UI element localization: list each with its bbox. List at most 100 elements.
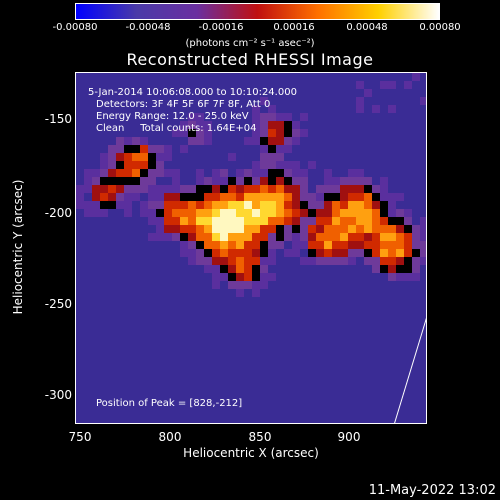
image-pixel	[380, 169, 388, 177]
image-pixel	[260, 81, 268, 89]
image-pixel	[276, 169, 284, 177]
image-pixel	[420, 273, 426, 281]
image-pixel	[108, 217, 116, 225]
image-pixel	[348, 377, 356, 385]
image-pixel	[316, 337, 324, 345]
image-pixel	[148, 217, 156, 225]
image-pixel	[252, 273, 260, 281]
x-tick: 750	[68, 430, 92, 444]
image-pixel	[180, 177, 188, 185]
image-pixel	[420, 129, 426, 137]
image-pixel	[412, 361, 420, 369]
image-pixel	[396, 353, 404, 361]
image-pixel	[300, 369, 308, 377]
image-pixel	[124, 177, 132, 185]
image-pixel	[388, 241, 396, 249]
image-pixel	[300, 313, 308, 321]
image-pixel	[236, 297, 244, 305]
image-pixel	[348, 129, 356, 137]
image-pixel	[412, 393, 420, 401]
image-pixel	[124, 217, 132, 225]
image-pixel	[108, 193, 116, 201]
image-pixel	[364, 337, 372, 345]
image-pixel	[116, 345, 124, 353]
image-pixel	[276, 329, 284, 337]
image-pixel	[180, 233, 188, 241]
image-pixel	[220, 97, 228, 105]
image-pixel	[140, 177, 148, 185]
image-pixel	[172, 417, 180, 423]
image-pixel	[372, 89, 380, 97]
image-pixel	[284, 209, 292, 217]
colorbar-tick: 0.00080	[419, 22, 461, 33]
image-pixel	[372, 321, 380, 329]
image-pixel	[228, 345, 236, 353]
image-pixel	[84, 353, 92, 361]
image-pixel	[220, 201, 228, 209]
image-pixel	[116, 321, 124, 329]
image-pixel	[164, 273, 172, 281]
image-pixel	[276, 73, 284, 81]
image-pixel	[284, 401, 292, 409]
image-pixel	[308, 129, 316, 137]
image-pixel	[124, 161, 132, 169]
image-pixel	[180, 81, 188, 89]
image-pixel	[100, 369, 108, 377]
image-pixel	[348, 217, 356, 225]
image-pixel	[172, 81, 180, 89]
image-pixel	[156, 209, 164, 217]
image-pixel	[276, 289, 284, 297]
image-pixel	[268, 97, 276, 105]
image-pixel	[236, 305, 244, 313]
image-pixel	[252, 401, 260, 409]
image-pixel	[332, 353, 340, 361]
image-pixel	[188, 185, 196, 193]
image-pixel	[172, 393, 180, 401]
image-pixel	[404, 81, 412, 89]
image-pixel	[132, 121, 140, 129]
image-pixel	[180, 161, 188, 169]
image-pixel	[372, 225, 380, 233]
image-pixel	[292, 393, 300, 401]
image-pixel	[140, 161, 148, 169]
image-pixel	[164, 361, 172, 369]
image-pixel	[172, 225, 180, 233]
image-pixel	[204, 113, 212, 121]
image-pixel	[404, 337, 412, 345]
time-range: 5-Jan-2014 10:06:08.000 to 10:10:24.000	[88, 87, 297, 98]
image-pixel	[228, 361, 236, 369]
image-pixel	[356, 177, 364, 185]
image-pixel	[204, 281, 212, 289]
image-pixel	[284, 313, 292, 321]
image-pixel	[332, 257, 340, 265]
image-pixel	[260, 417, 268, 423]
image-pixel	[100, 257, 108, 265]
image-pixel	[84, 113, 92, 121]
image-pixel	[140, 217, 148, 225]
image-pixel	[252, 249, 260, 257]
image-pixel	[356, 385, 364, 393]
image-pixel	[180, 289, 188, 297]
image-pixel	[244, 265, 252, 273]
image-pixel	[276, 417, 284, 423]
image-pixel	[324, 345, 332, 353]
image-pixel	[252, 201, 260, 209]
image-pixel	[116, 281, 124, 289]
image-pixel	[316, 345, 324, 353]
image-pixel	[268, 345, 276, 353]
image-pixel	[212, 113, 220, 121]
image-pixel	[348, 353, 356, 361]
image-pixel	[324, 161, 332, 169]
image-pixel	[156, 169, 164, 177]
image-pixel	[324, 81, 332, 89]
image-pixel	[396, 137, 404, 145]
image-pixel	[156, 137, 164, 145]
image-pixel	[212, 209, 220, 217]
image-pixel	[164, 209, 172, 217]
image-pixel	[220, 241, 228, 249]
image-pixel	[132, 249, 140, 257]
image-pixel	[260, 161, 268, 169]
image-pixel	[212, 313, 220, 321]
image-pixel	[116, 265, 124, 273]
image-pixel	[132, 393, 140, 401]
